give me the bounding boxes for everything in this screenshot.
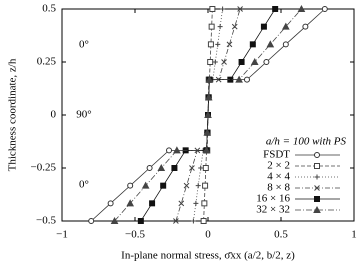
y-axis-label: Thickness coordinate, z/h xyxy=(7,58,19,171)
marker xyxy=(220,6,226,12)
legend-marker xyxy=(314,185,320,191)
marker xyxy=(173,146,181,154)
y-tick-label: 0.25 xyxy=(37,56,57,68)
marker xyxy=(260,23,267,30)
marker xyxy=(202,146,211,154)
marker xyxy=(208,23,215,30)
annotation: 0° xyxy=(79,178,89,190)
marker xyxy=(243,76,250,83)
marker xyxy=(202,165,209,171)
marker xyxy=(160,182,167,189)
marker xyxy=(173,218,179,224)
marker xyxy=(226,41,233,48)
y-tick-label: 0.5 xyxy=(42,3,56,15)
marker xyxy=(178,200,185,207)
marker xyxy=(198,165,204,171)
marker xyxy=(235,75,243,83)
marker xyxy=(200,218,207,224)
marker xyxy=(212,59,218,65)
marker xyxy=(282,41,289,48)
legend-label: 16 × 16 xyxy=(256,193,290,205)
marker xyxy=(195,183,201,189)
marker xyxy=(189,165,195,171)
legend-marker xyxy=(314,196,320,202)
marker xyxy=(217,24,223,30)
legend-label: FSDT xyxy=(263,149,290,161)
marker xyxy=(207,59,214,65)
marker xyxy=(231,23,238,30)
legend-title: a/h = 100 with PS xyxy=(266,136,347,148)
marker xyxy=(127,182,134,189)
annotation: 0° xyxy=(79,39,89,51)
legend-marker xyxy=(313,205,321,213)
y-tick-label: −0.5 xyxy=(36,215,56,227)
marker xyxy=(250,57,259,65)
marker xyxy=(221,59,227,65)
annotation: 90° xyxy=(76,109,91,121)
marker xyxy=(107,200,114,207)
marker xyxy=(297,4,306,12)
marker xyxy=(149,200,156,207)
marker xyxy=(88,218,95,224)
marker xyxy=(190,218,196,224)
marker xyxy=(321,6,328,12)
x-tick-label: −1 xyxy=(56,229,68,241)
y-tick-label: 0 xyxy=(51,109,57,121)
marker xyxy=(141,181,150,189)
legend-label: 4 × 4 xyxy=(267,171,290,183)
marker xyxy=(157,163,166,171)
marker xyxy=(126,199,135,207)
marker xyxy=(272,6,279,12)
marker xyxy=(207,41,214,48)
series-line xyxy=(175,8,241,222)
marker xyxy=(205,75,214,83)
marker xyxy=(202,182,209,189)
marker xyxy=(137,218,144,224)
x-tick-label: 0.5 xyxy=(274,229,288,241)
marker xyxy=(302,23,309,30)
x-tick-label: −0.5 xyxy=(125,229,145,241)
marker xyxy=(209,6,216,12)
marker xyxy=(110,216,119,224)
marker xyxy=(249,41,256,48)
legend-label: 2 × 2 xyxy=(267,160,290,172)
marker xyxy=(166,147,173,154)
x-tick-label: 1 xyxy=(351,229,357,241)
marker xyxy=(146,165,153,171)
marker xyxy=(183,182,190,189)
marker xyxy=(193,200,199,206)
marker xyxy=(263,59,270,65)
marker xyxy=(204,93,213,101)
legend-label: 8 × 8 xyxy=(267,182,290,194)
marker xyxy=(281,22,290,30)
marker xyxy=(171,165,178,171)
marker xyxy=(203,128,212,136)
marker xyxy=(237,6,243,12)
x-axis-label: In-plane normal stress, σ̄xx (a/2, b/2, … xyxy=(121,250,295,262)
marker xyxy=(266,40,275,48)
marker xyxy=(201,200,208,207)
x-tick-label: 0 xyxy=(205,229,211,241)
marker xyxy=(204,110,212,118)
legend-label: 32 × 32 xyxy=(256,204,290,216)
legend-marker xyxy=(314,174,320,180)
legend-marker xyxy=(314,163,320,169)
y-tick-label: −0.25 xyxy=(31,162,57,174)
marker xyxy=(238,59,245,65)
marker xyxy=(215,41,221,47)
legend-marker xyxy=(314,152,320,158)
